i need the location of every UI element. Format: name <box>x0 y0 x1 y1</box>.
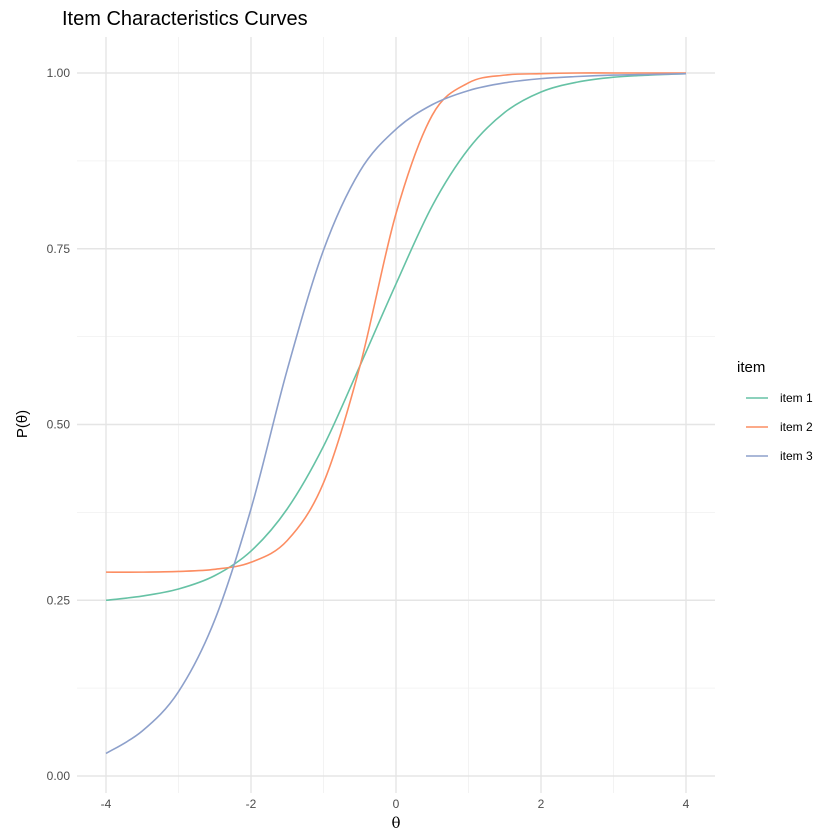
legend-label-item-2: item 2 <box>780 420 813 434</box>
x-tick-label: 2 <box>538 797 545 811</box>
series-line-item-2 <box>105 72 686 573</box>
legend-label-item-1: item 1 <box>780 391 813 405</box>
major-grid <box>77 37 715 793</box>
x-tick-label: -2 <box>246 797 257 811</box>
x-tick-label: -4 <box>101 797 112 811</box>
chart-title: Item Characteristics Curves <box>62 8 308 30</box>
y-tick-label: 0.25 <box>47 593 71 607</box>
y-tick-label: 0.75 <box>47 242 71 256</box>
series-lines <box>105 72 687 755</box>
y-axis-title: P(θ) <box>14 410 31 438</box>
series-line-item-3 <box>105 72 687 755</box>
y-axis-ticks: 0.00 0.25 0.50 0.75 1.00 <box>47 66 71 783</box>
y-tick-label: 0.00 <box>47 769 71 783</box>
x-tick-label: 4 <box>683 797 690 811</box>
x-axis-ticks: -4 -2 0 2 4 <box>101 797 690 811</box>
legend-label-item-3: item 3 <box>780 449 813 463</box>
legend: item item 1 item 2 item 3 <box>737 359 813 463</box>
series-line-item-1 <box>105 72 687 602</box>
y-tick-label: 1.00 <box>47 66 71 80</box>
y-tick-label: 0.50 <box>47 418 71 432</box>
x-tick-label: 0 <box>393 797 400 811</box>
x-axis-title: θ <box>391 814 400 832</box>
legend-items: item 1 item 2 item 3 <box>746 391 813 463</box>
legend-title: item <box>737 359 765 376</box>
